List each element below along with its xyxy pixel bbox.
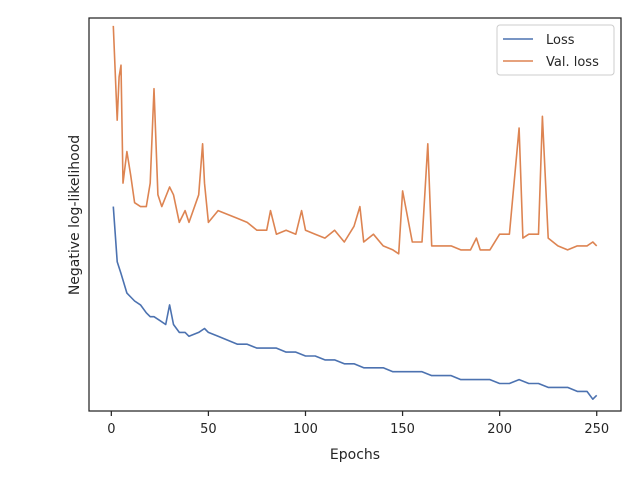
plot-frame <box>88 17 622 412</box>
x-axis-ticks: 0 50 100 150 200 250 <box>107 411 609 437</box>
y-axis-label: Negative log-likelihood <box>67 135 83 295</box>
series-line-val-loss <box>112 25 598 255</box>
x-tick-label: 50 <box>200 422 217 437</box>
legend-label-val-loss: Val. loss <box>546 55 599 70</box>
legend: Loss Val. loss <box>496 24 615 76</box>
x-tick-label: 0 <box>107 422 115 437</box>
series-line-loss <box>112 206 598 400</box>
legend-label-loss: Loss <box>546 33 575 48</box>
legend-box <box>496 24 615 76</box>
x-tick-label: 250 <box>584 422 609 437</box>
x-tick-label: 150 <box>390 422 415 437</box>
x-axis-label: Epochs <box>330 447 380 463</box>
x-tick-label: 100 <box>293 422 318 437</box>
x-tick-label: 200 <box>487 422 512 437</box>
series-layer <box>112 25 598 400</box>
